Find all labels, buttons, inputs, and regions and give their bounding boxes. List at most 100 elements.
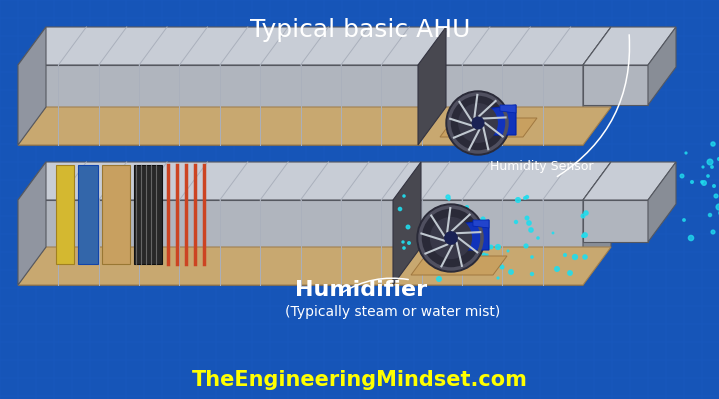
Circle shape xyxy=(429,259,431,261)
Polygon shape xyxy=(486,105,516,135)
Circle shape xyxy=(403,195,405,197)
Circle shape xyxy=(584,211,588,215)
Polygon shape xyxy=(583,162,676,200)
Circle shape xyxy=(472,117,484,129)
Text: (Typically steam or water mist): (Typically steam or water mist) xyxy=(285,305,500,319)
Circle shape xyxy=(448,198,450,200)
Circle shape xyxy=(402,241,404,243)
Circle shape xyxy=(482,253,486,257)
Polygon shape xyxy=(583,27,611,145)
Circle shape xyxy=(481,217,485,221)
Circle shape xyxy=(702,166,704,168)
Polygon shape xyxy=(418,27,446,145)
Circle shape xyxy=(714,194,718,198)
Circle shape xyxy=(452,225,456,229)
Circle shape xyxy=(434,221,439,225)
Circle shape xyxy=(482,242,485,246)
Polygon shape xyxy=(583,65,648,105)
Circle shape xyxy=(398,207,402,211)
Text: Humidifier: Humidifier xyxy=(295,280,427,300)
Polygon shape xyxy=(78,165,98,264)
Circle shape xyxy=(568,271,572,275)
Circle shape xyxy=(430,237,434,241)
Polygon shape xyxy=(56,165,74,264)
Circle shape xyxy=(515,221,518,223)
Polygon shape xyxy=(18,107,611,145)
Circle shape xyxy=(457,205,459,207)
Polygon shape xyxy=(473,220,489,228)
Circle shape xyxy=(523,197,526,199)
Circle shape xyxy=(436,271,438,273)
Circle shape xyxy=(469,256,471,258)
Circle shape xyxy=(716,204,719,210)
Polygon shape xyxy=(393,162,421,285)
Polygon shape xyxy=(583,162,611,285)
Polygon shape xyxy=(134,165,162,264)
Circle shape xyxy=(475,246,479,250)
Polygon shape xyxy=(459,220,489,250)
Polygon shape xyxy=(18,27,46,145)
Circle shape xyxy=(446,195,450,199)
Circle shape xyxy=(446,206,448,208)
Circle shape xyxy=(552,232,554,234)
Text: TheEngineeringMindset.com: TheEngineeringMindset.com xyxy=(192,370,528,390)
Circle shape xyxy=(702,181,706,185)
Circle shape xyxy=(446,91,510,155)
Circle shape xyxy=(554,267,559,271)
Circle shape xyxy=(529,228,533,232)
Circle shape xyxy=(467,233,469,235)
Circle shape xyxy=(711,166,713,168)
Circle shape xyxy=(582,235,585,237)
Polygon shape xyxy=(18,200,583,285)
Circle shape xyxy=(417,204,485,272)
Circle shape xyxy=(507,250,509,252)
Polygon shape xyxy=(18,27,611,65)
Circle shape xyxy=(707,159,713,165)
Circle shape xyxy=(572,255,577,259)
Circle shape xyxy=(408,242,411,244)
Circle shape xyxy=(496,263,500,267)
Circle shape xyxy=(537,237,539,239)
Circle shape xyxy=(479,221,483,225)
Circle shape xyxy=(495,245,500,249)
Circle shape xyxy=(711,230,715,234)
Circle shape xyxy=(489,245,493,249)
Circle shape xyxy=(531,256,533,258)
Circle shape xyxy=(445,232,457,244)
Circle shape xyxy=(452,216,454,218)
Circle shape xyxy=(707,175,709,177)
Text: Humidity Sensor: Humidity Sensor xyxy=(490,160,593,173)
Circle shape xyxy=(475,230,477,232)
Circle shape xyxy=(444,247,449,253)
Polygon shape xyxy=(102,165,130,264)
Circle shape xyxy=(680,174,684,178)
Circle shape xyxy=(403,247,405,249)
Circle shape xyxy=(708,213,712,217)
Circle shape xyxy=(701,181,703,183)
Circle shape xyxy=(711,142,715,146)
Polygon shape xyxy=(648,162,676,242)
Circle shape xyxy=(524,244,528,248)
Circle shape xyxy=(431,217,472,259)
Polygon shape xyxy=(583,200,648,242)
Circle shape xyxy=(583,233,587,237)
Circle shape xyxy=(436,277,441,281)
Circle shape xyxy=(516,198,521,202)
Polygon shape xyxy=(440,118,537,137)
Circle shape xyxy=(459,104,498,142)
Polygon shape xyxy=(18,162,611,200)
Circle shape xyxy=(526,196,528,198)
Polygon shape xyxy=(583,27,676,65)
Circle shape xyxy=(441,216,445,220)
Circle shape xyxy=(500,265,504,269)
Circle shape xyxy=(445,238,447,240)
Circle shape xyxy=(486,254,488,256)
Circle shape xyxy=(438,255,442,259)
Circle shape xyxy=(564,254,567,257)
Circle shape xyxy=(583,255,587,259)
Circle shape xyxy=(439,259,441,261)
Circle shape xyxy=(509,270,513,274)
Circle shape xyxy=(581,214,585,218)
Circle shape xyxy=(466,205,468,208)
Circle shape xyxy=(525,216,528,220)
